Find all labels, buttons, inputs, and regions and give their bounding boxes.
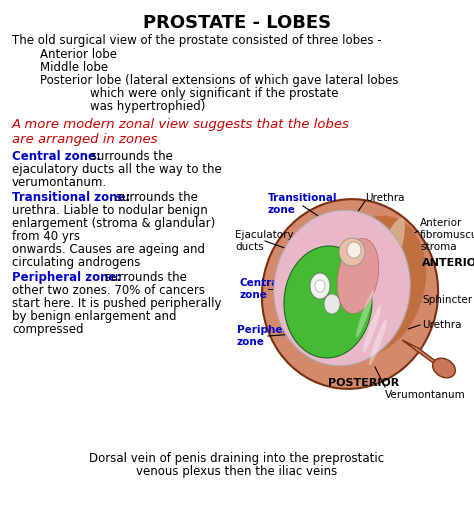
- Ellipse shape: [284, 246, 372, 358]
- Text: zone: zone: [237, 336, 265, 346]
- Text: are arranged in zones: are arranged in zones: [12, 133, 157, 146]
- Text: venous plexus then the iliac veins: venous plexus then the iliac veins: [137, 464, 337, 477]
- Ellipse shape: [339, 238, 365, 267]
- Text: urethra. Liable to nodular benign: urethra. Liable to nodular benign: [12, 204, 208, 217]
- Text: other two zones. 70% of cancers: other two zones. 70% of cancers: [12, 283, 205, 296]
- Text: by benign enlargement and: by benign enlargement and: [12, 310, 176, 322]
- Text: Sphincter: Sphincter: [422, 294, 472, 305]
- Text: Ejaculatory: Ejaculatory: [235, 230, 293, 239]
- Text: ducts: ducts: [235, 241, 264, 251]
- Text: Anterior: Anterior: [420, 218, 462, 228]
- Text: Posterior lobe (lateral extensions of which gave lateral lobes: Posterior lobe (lateral extensions of wh…: [40, 74, 399, 87]
- Text: fibromuscular: fibromuscular: [420, 230, 474, 239]
- Ellipse shape: [324, 294, 340, 315]
- Text: POSTERIOR: POSTERIOR: [328, 377, 399, 387]
- Ellipse shape: [433, 359, 456, 378]
- Text: start here. It is pushed peripherally: start here. It is pushed peripherally: [12, 296, 221, 310]
- Polygon shape: [402, 340, 448, 370]
- Ellipse shape: [315, 280, 325, 292]
- Text: which were only significant if the prostate: which were only significant if the prost…: [90, 87, 338, 100]
- Text: surrounds the: surrounds the: [112, 190, 198, 204]
- Ellipse shape: [318, 216, 426, 357]
- Text: compressed: compressed: [12, 322, 83, 335]
- Ellipse shape: [363, 306, 381, 353]
- Text: Central: Central: [240, 277, 283, 287]
- Text: Central zone:: Central zone:: [12, 149, 101, 163]
- Text: The old surgical view of the prostate consisted of three lobes -: The old surgical view of the prostate co…: [12, 34, 382, 47]
- Text: onwards. Causes are ageing and: onwards. Causes are ageing and: [12, 242, 205, 256]
- Ellipse shape: [310, 274, 330, 299]
- Ellipse shape: [356, 291, 374, 338]
- Text: zone: zone: [240, 289, 268, 299]
- Text: Peripheral: Peripheral: [237, 324, 298, 334]
- Text: Urethra: Urethra: [365, 192, 404, 203]
- Ellipse shape: [347, 242, 361, 259]
- Text: PROSTATE - LOBES: PROSTATE - LOBES: [143, 14, 331, 32]
- Text: Urethra: Urethra: [422, 319, 462, 329]
- Text: was hypertrophied): was hypertrophied): [90, 100, 205, 113]
- Ellipse shape: [262, 200, 438, 389]
- Text: Verumontanum: Verumontanum: [385, 389, 466, 399]
- Text: ANTERIOR: ANTERIOR: [422, 258, 474, 268]
- Text: Transitional: Transitional: [268, 192, 337, 203]
- Ellipse shape: [337, 239, 379, 314]
- Ellipse shape: [369, 319, 387, 366]
- Text: Middle lobe: Middle lobe: [40, 61, 108, 74]
- Text: surrounds the: surrounds the: [101, 271, 187, 283]
- Text: Peripheral zone:: Peripheral zone:: [12, 271, 121, 283]
- Text: ejaculatory ducts all the way to the: ejaculatory ducts all the way to the: [12, 163, 222, 176]
- Text: Anterior lobe: Anterior lobe: [40, 48, 117, 61]
- Text: surrounds the: surrounds the: [87, 149, 173, 163]
- Text: Dorsal vein of penis draining into the preprostatic: Dorsal vein of penis draining into the p…: [90, 451, 384, 464]
- Text: verumontanum.: verumontanum.: [12, 176, 107, 189]
- Text: enlargement (stroma & glandular): enlargement (stroma & glandular): [12, 217, 215, 230]
- Text: A more modern zonal view suggests that the lobes: A more modern zonal view suggests that t…: [12, 118, 350, 131]
- Text: from 40 yrs: from 40 yrs: [12, 230, 80, 242]
- Ellipse shape: [355, 218, 405, 340]
- Text: circulating androgens: circulating androgens: [12, 256, 140, 269]
- Text: zone: zone: [268, 205, 296, 215]
- Text: Transitional zone:: Transitional zone:: [12, 190, 130, 204]
- Ellipse shape: [274, 211, 410, 366]
- Text: stroma: stroma: [420, 241, 456, 251]
